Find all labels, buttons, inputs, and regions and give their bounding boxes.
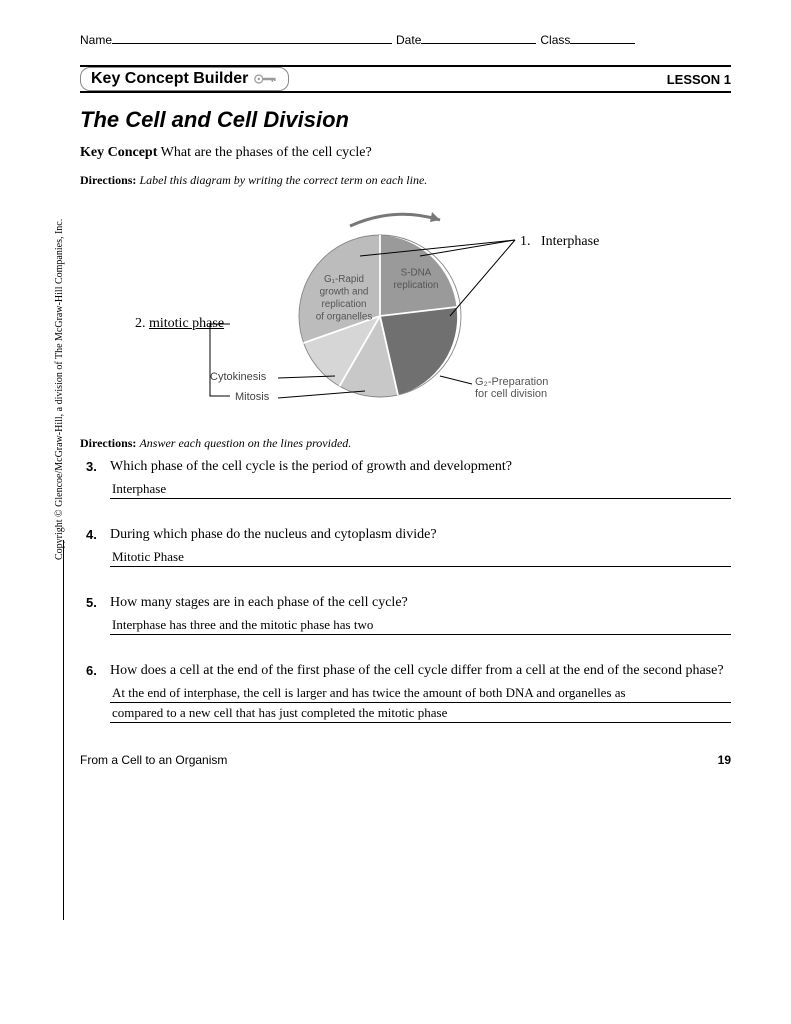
question-5-text: How many stages are in each phase of the…	[110, 595, 731, 611]
question-4-text: During which phase do the nucleus and cy…	[110, 527, 731, 543]
class-blank[interactable]	[570, 30, 635, 44]
answer-2-num: 2.	[135, 316, 146, 331]
date-label: Date	[396, 33, 421, 47]
class-field: Class	[540, 30, 635, 47]
question-5-num: 5.	[86, 595, 97, 610]
directions-1-label: Directions:	[80, 173, 136, 187]
cytokinesis-label: Cytokinesis	[210, 371, 266, 383]
question-6-num: 6.	[86, 663, 97, 678]
name-label: Name	[80, 33, 112, 47]
question-3-num: 3.	[86, 459, 97, 474]
date-field: Date	[396, 30, 536, 47]
concept-builder-label: Key Concept Builder	[91, 70, 248, 88]
question-6-text: How does a cell at the end of the first …	[110, 663, 731, 679]
questions-section: 3. Which phase of the cell cycle is the …	[80, 459, 731, 723]
key-icon	[254, 72, 278, 86]
key-concept-label: Key Concept	[80, 145, 157, 160]
class-label: Class	[540, 33, 570, 47]
name-blank[interactable]	[112, 30, 392, 44]
date-blank[interactable]	[421, 30, 536, 44]
question-3-text: Which phase of the cell cycle is the per…	[110, 459, 731, 475]
name-field: Name	[80, 30, 392, 47]
question-4-answer[interactable]: Mitotic Phase	[110, 549, 731, 567]
side-rule	[63, 540, 64, 920]
directions-1-text: Label this diagram by writing the correc…	[139, 173, 427, 187]
answer-1-text: Interphase	[541, 234, 599, 249]
worksheet-page: Name Date Class Key Concept Builder LESS…	[0, 0, 791, 797]
key-concept-line: Key Concept What are the phases of the c…	[80, 145, 731, 161]
directions-2-text: Answer each question on the lines provid…	[139, 436, 351, 450]
question-4-num: 4.	[86, 527, 97, 542]
lesson-label: LESSON 1	[667, 72, 731, 87]
answer-2-text: mitotic phase	[149, 316, 224, 331]
question-6: 6. How does a cell at the end of the fir…	[80, 663, 731, 723]
cell-cycle-diagram: G₁-Rapid growth and replication of organ…	[80, 196, 731, 426]
answer-1: 1. Interphase	[520, 234, 599, 250]
concept-builder-box: Key Concept Builder	[80, 67, 289, 91]
footer-left: From a Cell to an Organism	[80, 753, 227, 767]
key-concept-text: What are the phases of the cell cycle?	[161, 145, 372, 160]
directions-1: Directions: Label this diagram by writin…	[80, 173, 731, 188]
question-3-answer[interactable]: Interphase	[110, 481, 731, 499]
page-title: The Cell and Cell Division	[80, 107, 731, 133]
mitosis-label: Mitosis	[235, 391, 269, 403]
copyright-text: Copyright © Glencoe/McGraw-Hill, a divis…	[54, 219, 65, 560]
answer-2: 2. mitotic phase	[135, 316, 224, 332]
header-fields: Name Date Class	[80, 30, 731, 47]
page-footer: From a Cell to an Organism 19	[80, 753, 731, 767]
question-3: 3. Which phase of the cell cycle is the …	[80, 459, 731, 499]
question-6-answer-2[interactable]: compared to a new cell that has just com…	[110, 705, 731, 723]
question-4: 4. During which phase do the nucleus and…	[80, 527, 731, 567]
lesson-banner: Key Concept Builder LESSON 1	[80, 65, 731, 93]
leader-lines	[80, 196, 720, 426]
question-6-answer-1[interactable]: At the end of interphase, the cell is la…	[110, 685, 731, 703]
question-5-answer[interactable]: Interphase has three and the mitotic pha…	[110, 617, 731, 635]
directions-2: Directions: Answer each question on the …	[80, 436, 731, 451]
question-5: 5. How many stages are in each phase of …	[80, 595, 731, 635]
footer-page-number: 19	[718, 753, 731, 767]
answer-1-num: 1.	[520, 234, 531, 249]
directions-2-label: Directions:	[80, 436, 136, 450]
